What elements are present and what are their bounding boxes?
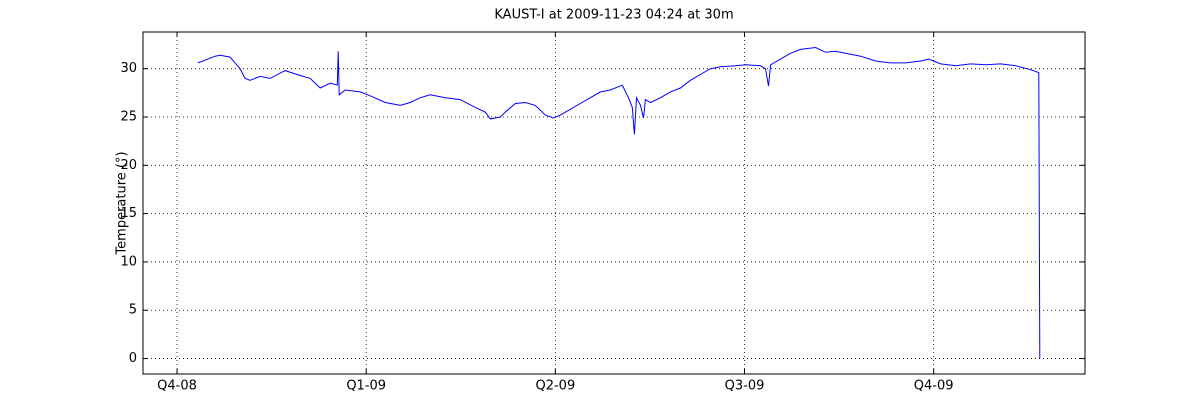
data-line — [197, 46, 1041, 359]
y-tick-label: 25 — [120, 110, 137, 125]
y-tick-label: 20 — [120, 158, 137, 173]
x-tick-label: Q2-09 — [535, 379, 575, 394]
x-tick-label: Q3-09 — [725, 379, 765, 394]
x-tick-label: Q4-08 — [157, 379, 197, 394]
y-axis-label: Temperature (°) — [115, 151, 130, 255]
x-tick-label: Q1-09 — [346, 379, 386, 394]
y-tick-label: 30 — [120, 61, 137, 76]
y-tick-label: 0 — [129, 351, 137, 366]
y-tick-label: 10 — [120, 254, 137, 269]
x-tick-label: Q4-09 — [914, 379, 954, 394]
chart-title: KAUST-I at 2009-11-23 04:24 at 30m — [494, 8, 733, 23]
plot-frame — [142, 31, 1086, 375]
y-tick-label: 5 — [129, 303, 137, 318]
y-tick-label: 15 — [120, 206, 137, 221]
